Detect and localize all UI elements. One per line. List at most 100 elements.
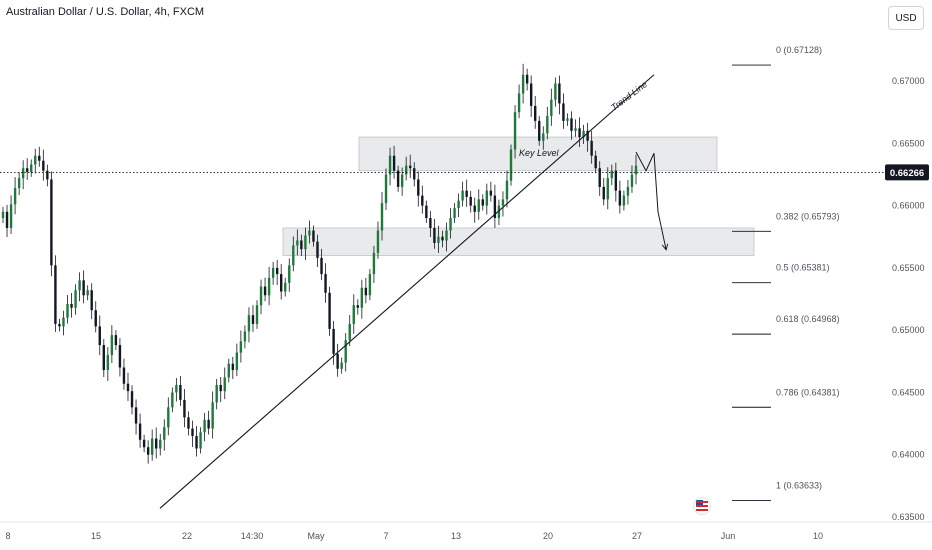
candle-body [622, 195, 626, 206]
candle-body [1, 211, 5, 219]
candle-body [94, 310, 97, 327]
candle-body [554, 83, 557, 100]
candle-body [171, 392, 174, 408]
time-axis[interactable]: 8 15 22 14:30 May 7 13 20 27 Jun 10 [5, 531, 823, 541]
candle-body [239, 341, 243, 353]
candle-body [513, 112, 517, 150]
time-axis-tick: 10 [813, 531, 823, 541]
candle-body [308, 230, 311, 236]
candle-body [356, 305, 360, 308]
time-axis-tick: Jun [721, 531, 736, 541]
candle-body [150, 438, 154, 455]
candle-body [376, 230, 380, 253]
candle-body [529, 83, 533, 106]
fib-level-label: 1 (0.63633) [776, 480, 822, 490]
fib-level-label: 0.5 (0.65381) [776, 263, 830, 273]
candle-body [183, 399, 186, 418]
candle-body [594, 155, 597, 169]
candle-body [219, 384, 222, 392]
candle-body [247, 315, 251, 332]
candle-body [227, 363, 230, 378]
candle-body [146, 447, 150, 455]
candle-body [259, 286, 263, 306]
candle-body [78, 280, 81, 291]
candle-body [566, 118, 569, 121]
candle-body [517, 93, 521, 113]
candle-body [163, 427, 166, 440]
candle-body [610, 170, 614, 179]
candle-body [449, 218, 452, 231]
current-price-label: 0.66266 [890, 168, 924, 179]
candle-body [344, 340, 347, 363]
candle-body [457, 200, 460, 209]
candle-body [126, 383, 130, 392]
candle-body [159, 439, 162, 449]
candle-body [469, 196, 472, 206]
candle-body [110, 335, 114, 356]
candle-body [368, 274, 372, 296]
candle-body [235, 352, 239, 371]
candle-body [453, 208, 456, 219]
candle-body [497, 205, 501, 219]
us-flag-icon[interactable] [693, 497, 711, 515]
candle-body [473, 205, 476, 212]
candle-body [179, 384, 182, 400]
candle-body [34, 155, 37, 165]
candle-body [614, 170, 618, 191]
candle-body [58, 323, 61, 327]
candle-body [42, 160, 45, 171]
fib-level-label: 0.382 (0.65793) [776, 211, 840, 221]
time-axis-tick: 13 [451, 531, 461, 541]
candle-body [489, 190, 493, 196]
candle-body [114, 335, 118, 346]
candle-body [630, 174, 634, 187]
candle-body [340, 362, 343, 369]
candle-body [90, 290, 93, 311]
candle-body [255, 305, 259, 324]
time-axis-tick: 15 [91, 531, 101, 541]
price-axis[interactable]: 0.67000 0.66500 0.66000 0.65500 0.65000 0.645… [892, 76, 925, 522]
candle-body [521, 74, 525, 94]
zone-support [282, 227, 755, 256]
candle-body [509, 149, 513, 181]
candle-body [279, 274, 283, 292]
candle-body [392, 155, 396, 171]
candle-body [122, 367, 126, 384]
candle-body [606, 178, 609, 200]
candle-body [465, 190, 468, 197]
candle-body [485, 190, 489, 206]
candle-body [62, 317, 65, 327]
candle-body [481, 199, 484, 206]
fibonacci-levels: 0 (0.67128) 0.382 (0.65793) 0.5 (0.65381) 0… [732, 45, 840, 501]
candle-body [542, 133, 545, 141]
time-axis-tick: 7 [383, 531, 388, 541]
symbol-title: Australian Dollar / U.S. Dollar, 4h, FXC… [6, 6, 205, 18]
candle-body [21, 168, 25, 179]
candle-body [66, 303, 69, 318]
candle-body [13, 188, 17, 205]
candle-body [505, 180, 509, 200]
candle-body [582, 130, 585, 138]
candle-body [243, 331, 247, 342]
candle-body [558, 83, 561, 104]
candle-body [203, 419, 206, 433]
price-axis-tick: 0.65000 [892, 325, 925, 335]
candle-body [348, 323, 351, 341]
price-axis-tick: 0.67000 [892, 76, 925, 86]
candle-body [409, 165, 412, 169]
candle-body [102, 345, 105, 371]
fib-level-label: 0.618 (0.64968) [776, 314, 840, 324]
candle-body [211, 402, 214, 429]
candle-body [70, 303, 73, 308]
candle-body [578, 128, 581, 138]
candle-body [570, 118, 573, 131]
candle-body [388, 155, 392, 175]
candle-body [130, 391, 134, 408]
trend-line[interactable] [159, 74, 655, 509]
currency-button[interactable]: USD [888, 6, 924, 30]
candle-body [546, 115, 549, 134]
price-axis-tick: 0.66000 [892, 201, 925, 211]
candle-body [429, 218, 432, 228]
candle-body [300, 240, 303, 250]
